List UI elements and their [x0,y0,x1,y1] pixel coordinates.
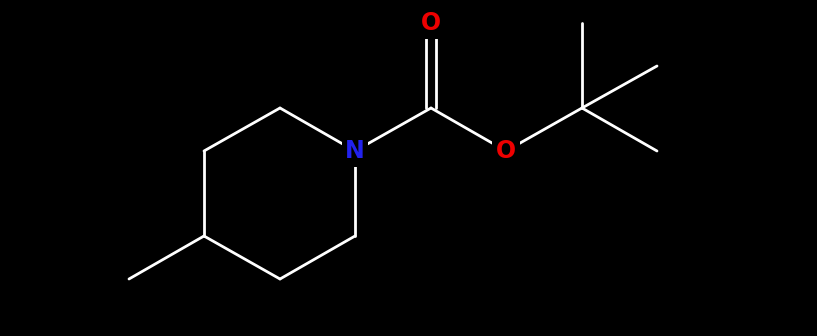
Text: O: O [496,139,516,163]
Text: O: O [421,11,441,35]
Text: N: N [345,139,365,163]
